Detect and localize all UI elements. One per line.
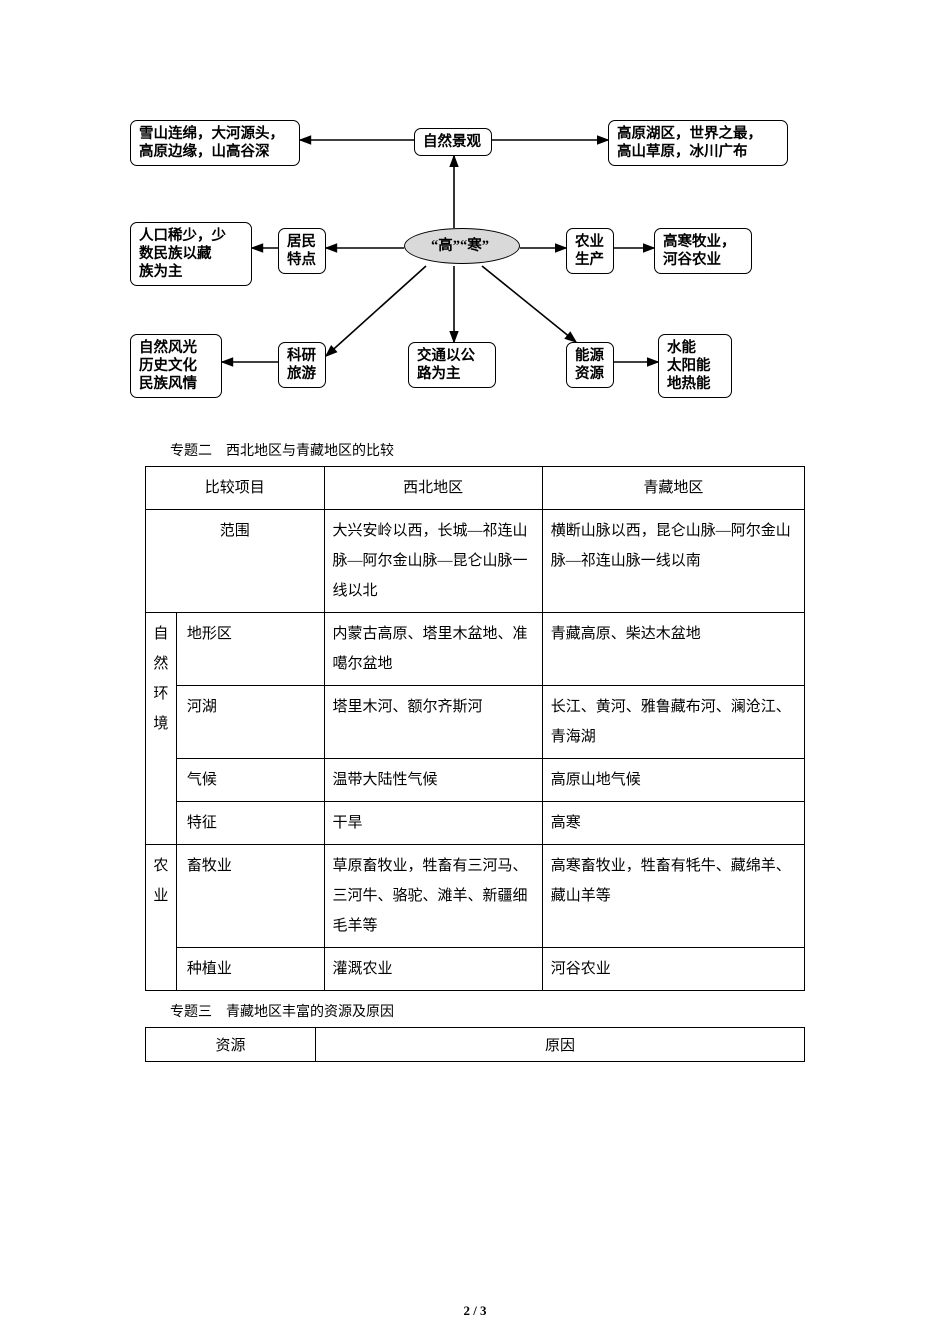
table-row: 自然环境 地形区 内蒙古高原、塔里木盆地、准噶尔盆地 青藏高原、柴达木盆地 — [146, 613, 805, 686]
row-label: 畜牧业 — [176, 845, 324, 948]
category-label: 自然环境 — [146, 613, 177, 845]
table-row: 气候 温带大陆性气候 高原山地气候 — [146, 759, 805, 802]
row-label: 地形区 — [176, 613, 324, 686]
table-header: 西北地区 — [324, 467, 542, 510]
cell: 干旱 — [324, 802, 542, 845]
cell: 高寒 — [542, 802, 804, 845]
cell: 长江、黄河、雅鲁藏布河、澜沧江、青海湖 — [542, 686, 804, 759]
node-bot-l1: 自然风光历史文化民族风情 — [130, 334, 222, 398]
table-header: 青藏地区 — [542, 467, 804, 510]
table-header: 原因 — [316, 1028, 805, 1062]
comparison-table: 比较项目 西北地区 青藏地区 范围 大兴安岭以西，长城—祁连山脉—阿尔金山脉—昆… — [145, 466, 805, 991]
node-mid-l2: 居民特点 — [278, 228, 326, 274]
node-bot-r1: 水能太阳能地热能 — [658, 334, 732, 398]
cell: 横断山脉以西，昆仑山脉—阿尔金山脉—祁连山脉一线以南 — [542, 510, 804, 613]
section3-title: 专题三 青藏地区丰富的资源及原因 — [170, 1001, 820, 1021]
cell: 草原畜牧业，牲畜有三河马、三河牛、骆驼、滩羊、新疆细毛羊等 — [324, 845, 542, 948]
node-bot-mid: 交通以公路为主 — [408, 342, 496, 388]
row-label: 特征 — [176, 802, 324, 845]
table-row: 农业 畜牧业 草原畜牧业，牲畜有三河马、三河牛、骆驼、滩羊、新疆细毛羊等 高寒畜… — [146, 845, 805, 948]
table-row: 种植业 灌溉农业 河谷农业 — [146, 948, 805, 991]
cell: 高原山地气候 — [542, 759, 804, 802]
resource-table: 资源 原因 — [145, 1027, 805, 1062]
concept-diagram: 雪山连绵，大河源头，高原边缘，山高谷深 自然景观 高原湖区，世界之最，高山草原，… — [130, 120, 820, 410]
row-label: 种植业 — [176, 948, 324, 991]
node-center: “高”“寒” — [404, 228, 520, 264]
node-top-right: 高原湖区，世界之最，高山草原，冰川广布 — [608, 120, 788, 166]
table-header: 比较项目 — [146, 467, 325, 510]
table-row: 范围 大兴安岭以西，长城—祁连山脉—阿尔金山脉—昆仑山脉一线以北 横断山脉以西，… — [146, 510, 805, 613]
table-header-row: 资源 原因 — [146, 1028, 805, 1062]
cell: 大兴安岭以西，长城—祁连山脉—阿尔金山脉—昆仑山脉一线以北 — [324, 510, 542, 613]
node-bot-l2: 科研旅游 — [278, 342, 326, 388]
table-row: 河湖 塔里木河、额尔齐斯河 长江、黄河、雅鲁藏布河、澜沧江、青海湖 — [146, 686, 805, 759]
cell: 高寒畜牧业，牲畜有牦牛、藏绵羊、藏山羊等 — [542, 845, 804, 948]
node-bot-r2: 能源资源 — [566, 342, 614, 388]
table-header: 资源 — [146, 1028, 316, 1062]
table-header-row: 比较项目 西北地区 青藏地区 — [146, 467, 805, 510]
cell: 青藏高原、柴达木盆地 — [542, 613, 804, 686]
node-mid-r1: 高寒牧业，河谷农业 — [654, 228, 752, 274]
row-label: 气候 — [176, 759, 324, 802]
cell: 灌溉农业 — [324, 948, 542, 991]
node-top-mid: 自然景观 — [414, 128, 492, 156]
node-top-left: 雪山连绵，大河源头，高原边缘，山高谷深 — [130, 120, 300, 166]
cell: 塔里木河、额尔齐斯河 — [324, 686, 542, 759]
node-mid-r2: 农业生产 — [566, 228, 614, 274]
cell: 河谷农业 — [542, 948, 804, 991]
cell: 温带大陆性气候 — [324, 759, 542, 802]
category-label: 农业 — [146, 845, 177, 991]
row-label: 河湖 — [176, 686, 324, 759]
node-mid-l1: 人口稀少，少数民族以藏族为主 — [130, 222, 252, 286]
section2-title: 专题二 西北地区与青藏地区的比较 — [170, 440, 820, 460]
row-label: 范围 — [146, 510, 325, 613]
table-row: 特征 干旱 高寒 — [146, 802, 805, 845]
page-number: 2 / 3 — [0, 1303, 950, 1319]
cell: 内蒙古高原、塔里木盆地、准噶尔盆地 — [324, 613, 542, 686]
